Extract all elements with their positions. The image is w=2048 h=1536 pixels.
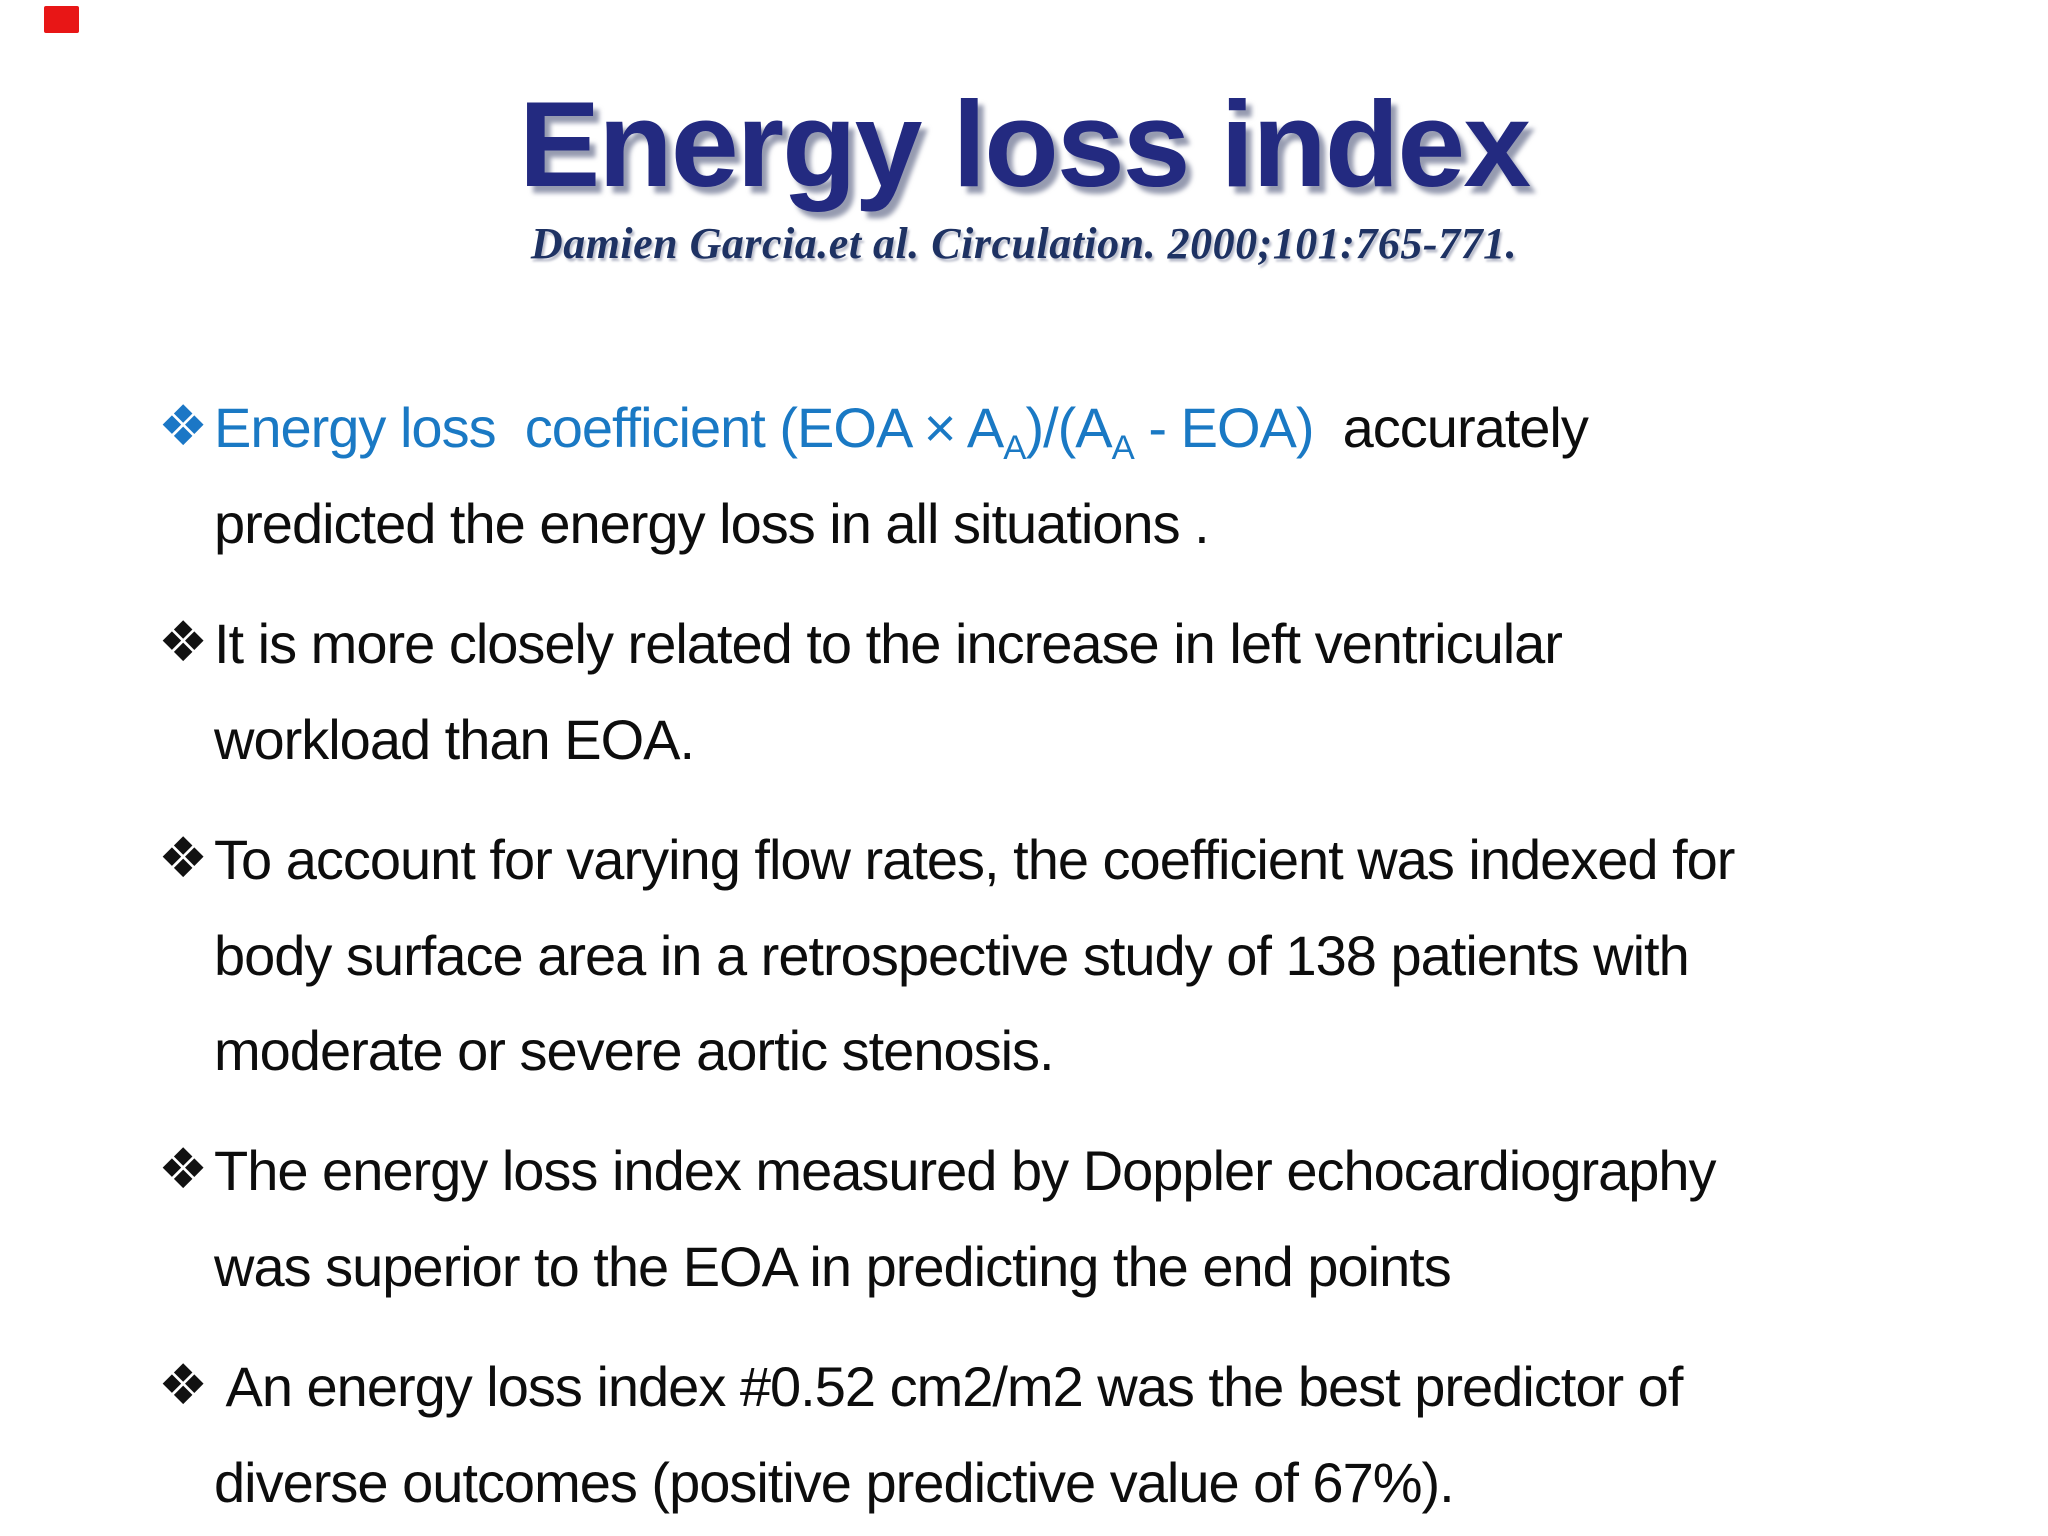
bullet-list: ❖ Energy loss coefficient (EOA × AA)/(AA … xyxy=(158,380,2020,1530)
bullet-line: ❖ Energy loss coefficient (EOA × AA)/(AA … xyxy=(158,380,2020,476)
bullet-line: predicted the energy loss in all situati… xyxy=(158,476,2020,571)
bullet-text: predicted the energy loss in all situati… xyxy=(214,491,1210,555)
bullet-line: body surface area in a retrospective stu… xyxy=(158,908,2020,1003)
red-corner-mark xyxy=(44,6,79,33)
bullet-line: workload than EOA. xyxy=(158,692,2020,787)
diamond-bullet-icon: ❖ xyxy=(158,1352,209,1418)
bullet-item: ❖ The energy loss index measured by Doppl… xyxy=(158,1123,2020,1314)
bullet-text: It is more closely related to the increa… xyxy=(214,611,1563,675)
bullet-text: workload than EOA. xyxy=(214,707,695,771)
bullet-item: ❖ An energy loss index #0.52 cm2/m2 was … xyxy=(158,1339,2020,1530)
bullet-line: ❖ The energy loss index measured by Doppl… xyxy=(158,1123,2020,1219)
subscript-a: A xyxy=(1003,429,1026,467)
bullet-line: ❖ To account for varying flow rates, the … xyxy=(158,812,2020,908)
bullet-text: An energy loss index #0.52 cm2/m2 was th… xyxy=(214,1354,1683,1418)
subscript-a: A xyxy=(1111,429,1135,467)
bullet-line: moderate or severe aortic stenosis. xyxy=(158,1003,2020,1098)
bullet-item: ❖ Energy loss coefficient (EOA × AA)/(AA … xyxy=(158,380,2020,571)
formula-part: - EOA) xyxy=(1133,395,1314,459)
formula-part: Energy loss coefficient (EOA × A xyxy=(214,395,1004,459)
bullet-text: To account for varying flow rates, the c… xyxy=(214,827,1735,891)
bullet-text: diverse outcomes (positive predictive va… xyxy=(214,1450,1455,1514)
bullet-text: The energy loss index measured by Dopple… xyxy=(214,1138,1717,1202)
bullet-item: ❖ It is more closely related to the incre… xyxy=(158,596,2020,787)
slide-title: Energy loss index xyxy=(518,76,1531,212)
diamond-bullet-icon: ❖ xyxy=(158,825,209,891)
bullet-item: ❖ To account for varying flow rates, the … xyxy=(158,812,2020,1098)
bullet-text: body surface area in a retrospective stu… xyxy=(214,923,1690,987)
bullet-line: was superior to the EOA in predicting th… xyxy=(158,1219,2020,1314)
bullet-line: ❖ It is more closely related to the incre… xyxy=(158,596,2020,692)
bullet-line: diverse outcomes (positive predictive va… xyxy=(158,1435,2020,1530)
diamond-bullet-icon: ❖ xyxy=(158,1136,209,1202)
diamond-bullet-icon: ❖ xyxy=(158,609,209,675)
bullet-text: was superior to the EOA in predicting th… xyxy=(214,1234,1452,1298)
formula-part: )/(A xyxy=(1025,395,1112,459)
bullet-text: accurately xyxy=(1313,395,1589,459)
diamond-bullet-icon: ❖ xyxy=(158,393,209,459)
bullet-text: moderate or severe aortic stenosis. xyxy=(214,1018,1055,1082)
formula-text: Energy loss coefficient (EOA × AA)/(AA -… xyxy=(214,395,1315,466)
bullet-line: ❖ An energy loss index #0.52 cm2/m2 was … xyxy=(158,1339,2020,1435)
citation: Damien Garcia.et al. Circulation. 2000;1… xyxy=(530,218,1518,268)
